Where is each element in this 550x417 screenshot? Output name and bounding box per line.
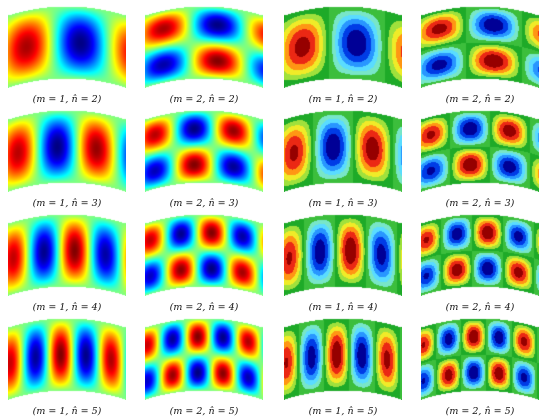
mode-shape-plot	[421, 214, 539, 296]
mode-label: (m = 2, n̂ = 4)	[445, 302, 515, 313]
mode-label: (m = 1, n̂ = 5)	[32, 406, 102, 417]
mode-label: (m = 1, n̂ = 4)	[32, 302, 102, 313]
mode-label: (m = 1, n̂ = 3)	[32, 198, 102, 209]
mode-shape-plot	[284, 110, 402, 192]
mode-shape-plot	[284, 214, 402, 296]
mode-shape-plot	[421, 318, 539, 400]
mode-shape-plot	[145, 110, 263, 192]
mode-shape-plot	[145, 318, 263, 400]
mode-label: (m = 2, n̂ = 5)	[169, 406, 239, 417]
mode-label: (m = 1, n̂ = 5)	[308, 406, 378, 417]
mode-shape-plot	[145, 214, 263, 296]
mode-label: (m = 1, n̂ = 4)	[308, 302, 378, 313]
mode-label: (m = 1, n̂ = 2)	[308, 94, 378, 105]
mode-shape-plot	[145, 6, 263, 88]
mode-label: (m = 1, n̂ = 3)	[308, 198, 378, 209]
mode-label: (m = 2, n̂ = 2)	[445, 94, 515, 105]
mode-shape-plot	[8, 318, 126, 400]
mode-shape-plot	[8, 110, 126, 192]
mode-shape-plot	[8, 214, 126, 296]
mode-shape-plot	[421, 6, 539, 88]
mode-label: (m = 1, n̂ = 2)	[32, 94, 102, 105]
mode-label: (m = 2, n̂ = 3)	[445, 198, 515, 209]
mode-shape-plot	[8, 6, 126, 88]
mode-label: (m = 2, n̂ = 3)	[169, 198, 239, 209]
mode-shape-plot	[284, 318, 402, 400]
mode-label: (m = 2, n̂ = 2)	[169, 94, 239, 105]
mode-label: (m = 2, n̂ = 5)	[445, 406, 515, 417]
mode-shape-plot	[284, 6, 402, 88]
mode-shape-plot	[421, 110, 539, 192]
mode-label: (m = 2, n̂ = 4)	[169, 302, 239, 313]
